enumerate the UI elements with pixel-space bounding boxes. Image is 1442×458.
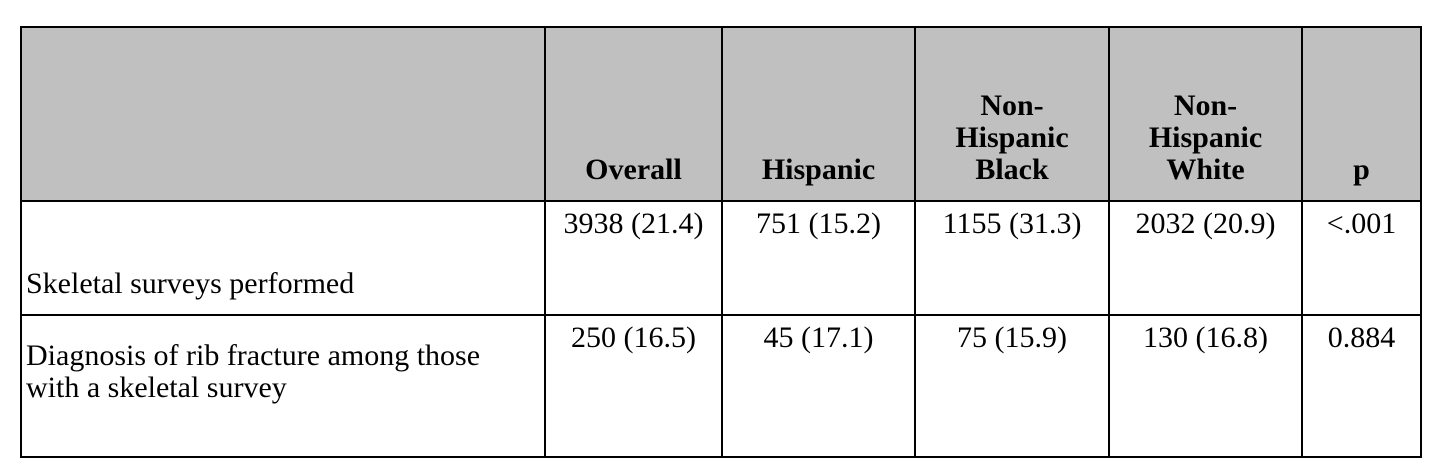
column-header: p xyxy=(1301,26,1422,202)
column-header: Non- Hispanic Black xyxy=(914,26,1110,202)
column-header: Overall xyxy=(544,26,723,202)
results-table: Overall Hispanic Non- Hispanic Black Non- H… xyxy=(20,26,1422,458)
cell-value: 0.884 xyxy=(1301,314,1422,458)
cell-value: <.001 xyxy=(1301,200,1422,316)
cell-value: 250 (16.5) xyxy=(544,314,723,458)
header-row: Overall Hispanic Non- Hispanic Black Non- H… xyxy=(20,26,1422,202)
cell-value: 3938 (21.4) xyxy=(544,200,723,316)
row-label: Diagnosis of rib fracture among those wi… xyxy=(20,314,546,458)
table-row: Diagnosis of rib fracture among those wi… xyxy=(20,314,1422,458)
page: Overall Hispanic Non- Hispanic Black Non- H… xyxy=(20,26,1422,458)
cell-value: 1155 (31.3) xyxy=(914,200,1110,316)
cell-value: 2032 (20.9) xyxy=(1108,200,1303,316)
cell-value: 751 (15.2) xyxy=(721,200,916,316)
table-row: Skeletal surveys performed 3938 (21.4) 751… xyxy=(20,200,1422,316)
header-blank xyxy=(20,26,546,202)
cell-value: 45 (17.1) xyxy=(721,314,916,458)
cell-value: 75 (15.9) xyxy=(914,314,1110,458)
row-label: Skeletal surveys performed xyxy=(20,200,546,316)
column-header: Non- Hispanic White xyxy=(1108,26,1303,202)
column-header: Hispanic xyxy=(721,26,916,202)
cell-value: 130 (16.8) xyxy=(1108,314,1303,458)
